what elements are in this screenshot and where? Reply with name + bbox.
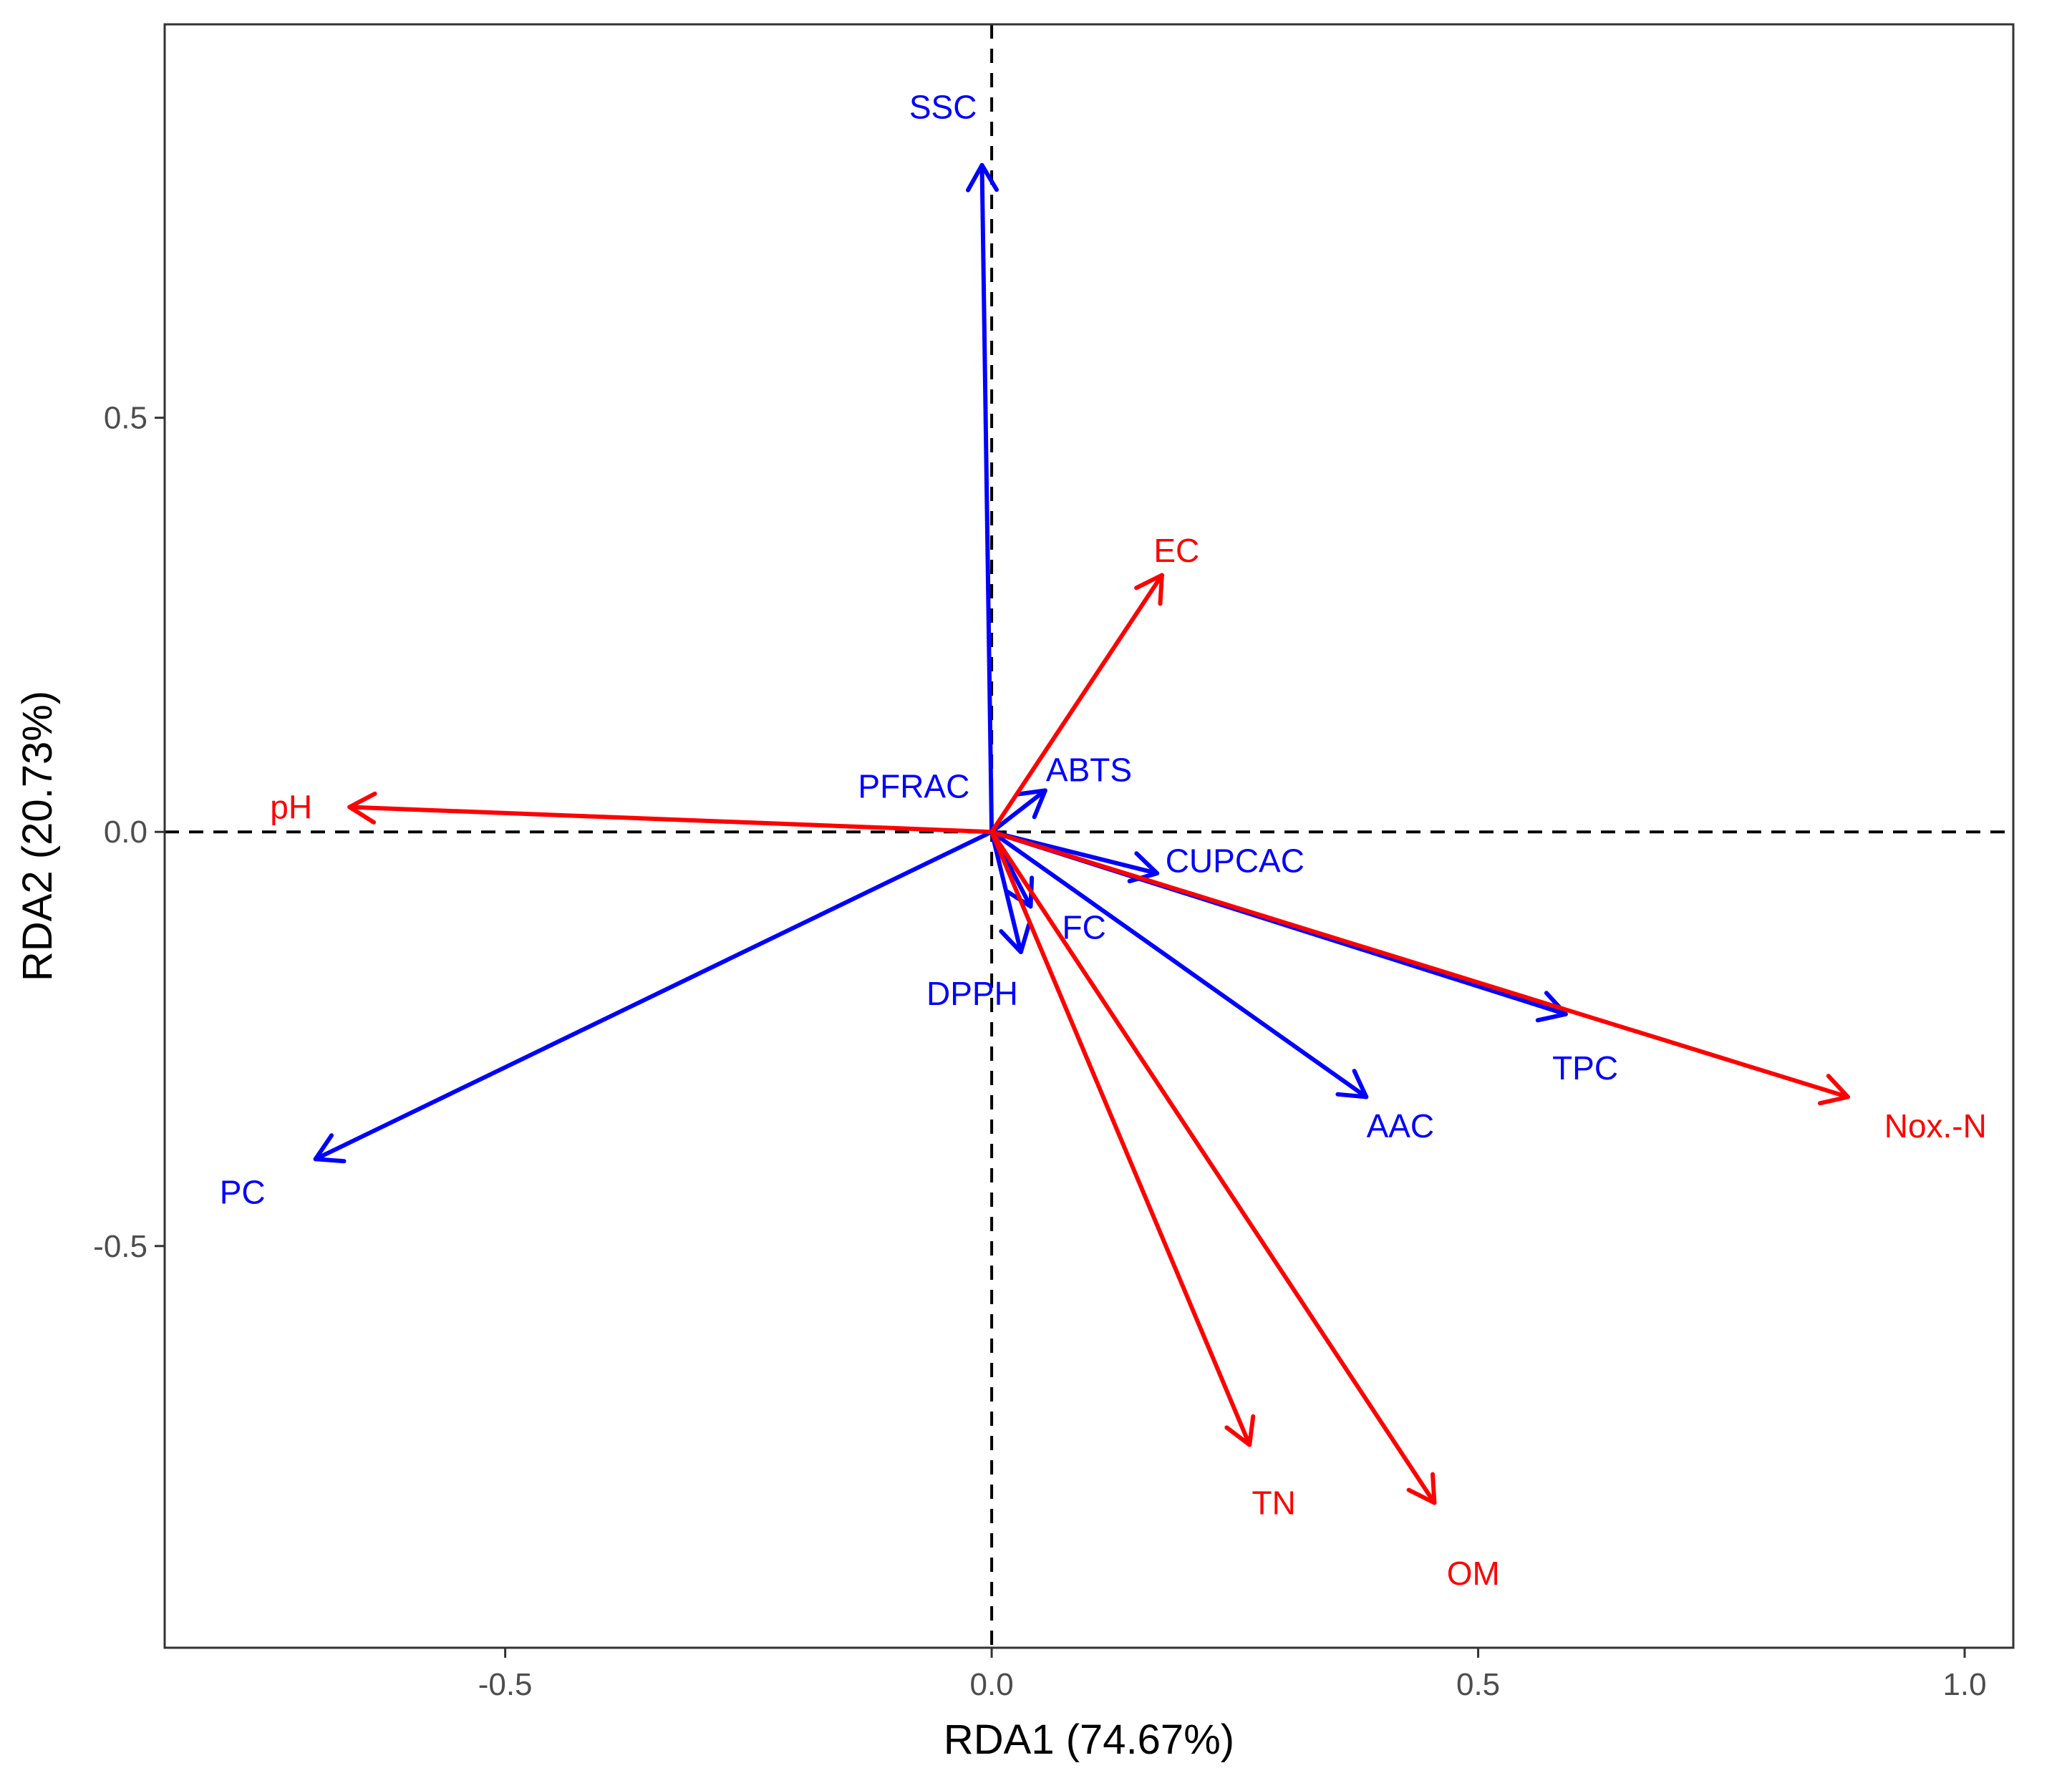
plot-area: SSC PFRAC ABTS CUPCAC FC DPPH AAC TPC PC EC pH Nox.…	[165, 24, 2013, 1648]
arrow-ssc	[979, 162, 994, 835]
arrowhead-ec	[1134, 573, 1164, 606]
x-tick-label: -0.5	[478, 1667, 533, 1702]
y-axis: -0.5 0.0 0.5	[93, 401, 165, 1264]
y-tick-label: 0.5	[104, 401, 147, 436]
x-axis: -0.5 0.0 0.5 1.0	[478, 1648, 1987, 1702]
label-nox-n: Nox.-N	[1884, 1107, 1987, 1145]
x-tick-label: 0.0	[970, 1667, 1014, 1702]
arrow-nox-n	[989, 830, 1850, 1099]
plot-frame	[163, 23, 2015, 1649]
arrowhead-fc	[1004, 875, 1035, 909]
arrow-tn	[989, 830, 1252, 1447]
arrow-ec	[989, 573, 1164, 835]
arrowhead-aac	[1335, 1069, 1369, 1099]
arrowhead-ph	[347, 791, 377, 825]
arrow-pc	[313, 830, 994, 1162]
label-abts: ABTS	[1046, 751, 1132, 788]
arrow-dpph	[989, 830, 1023, 954]
y-tick-label: 0.0	[104, 815, 147, 850]
label-ssc: SSC	[909, 89, 977, 126]
x-tick-label: 0.5	[1456, 1667, 1500, 1702]
series-0: SSC PFRAC ABTS CUPCAC FC DPPH AAC TPC PC	[220, 89, 1618, 1211]
arrowhead-om	[1406, 1472, 1437, 1505]
arrowhead-nox-n	[1817, 1074, 1850, 1106]
series-1: EC pH Nox.-N TN OM	[270, 532, 1987, 1592]
label-om: OM	[1447, 1555, 1500, 1592]
arrow-om	[989, 830, 1437, 1505]
label-tpc: TPC	[1552, 1049, 1618, 1087]
label-aac: AAC	[1367, 1107, 1435, 1145]
y-axis-title: RDA2 (20.73%)	[14, 691, 61, 981]
arrow-abts	[989, 788, 1047, 835]
arrow-aac	[989, 830, 1369, 1099]
label-tn: TN	[1252, 1485, 1296, 1522]
x-axis-title: RDA1 (74.67%)	[944, 1716, 1234, 1763]
arrowhead-abts	[1015, 788, 1047, 820]
label-cupcac: CUPCAC	[1166, 842, 1304, 880]
label-pc: PC	[220, 1174, 266, 1211]
arrowhead-pc	[313, 1133, 347, 1164]
arrow-ph	[347, 805, 994, 835]
arrowhead-tn	[1224, 1414, 1256, 1447]
label-ec: EC	[1153, 532, 1199, 569]
arrowhead-dpph	[999, 922, 1032, 954]
y-tick-label: -0.5	[93, 1229, 147, 1264]
label-ph: pH	[270, 789, 312, 826]
x-tick-label: 1.0	[1942, 1667, 1986, 1702]
label-dpph: DPPH	[926, 975, 1018, 1012]
arrowhead-tpc	[1535, 991, 1568, 1023]
arrowhead-ssc	[966, 162, 999, 193]
label-pfrac: PFRAC	[858, 768, 969, 805]
label-fc: FC	[1062, 908, 1106, 946]
